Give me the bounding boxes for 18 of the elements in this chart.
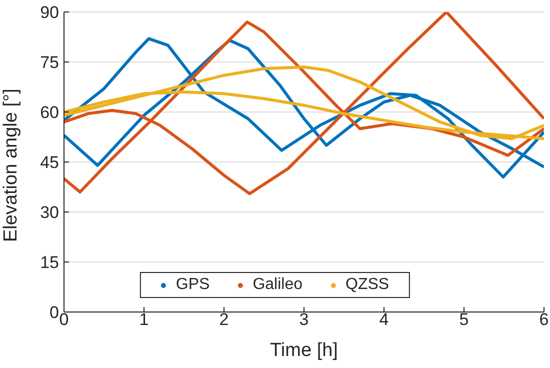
y-tick-label: 60: [40, 103, 59, 122]
x-tick-label: 2: [219, 310, 229, 330]
legend-label: QZSS: [346, 276, 390, 294]
y-tick-label: 30: [40, 203, 59, 222]
y-axis-title: Elevation angle [°]: [0, 88, 22, 242]
line-series: [64, 66, 544, 140]
y-tick-label: 90: [40, 3, 59, 22]
y-tick-label: 75: [40, 53, 59, 72]
y-tick-label: 45: [40, 153, 59, 172]
y-tick-label: 15: [40, 253, 59, 272]
x-axis-title: Time [h]: [270, 340, 338, 361]
legend-label: GPS: [176, 276, 210, 294]
x-tick-label: 5: [459, 310, 469, 330]
x-tick-label: 1: [139, 310, 149, 330]
x-tick-label: 3: [299, 310, 309, 330]
x-tick-label: 4: [379, 310, 389, 330]
legend-label: Galileo: [252, 276, 303, 294]
x-tick-label: 6: [539, 310, 549, 330]
